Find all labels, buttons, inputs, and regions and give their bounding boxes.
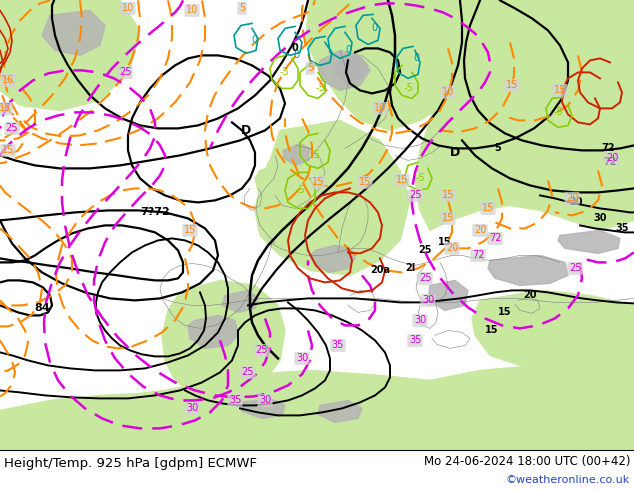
Text: 25: 25 — [6, 123, 18, 133]
Text: -5: -5 — [279, 68, 289, 77]
Text: 30: 30 — [259, 395, 271, 405]
Polygon shape — [318, 400, 362, 422]
Text: 10: 10 — [374, 103, 386, 113]
Polygon shape — [0, 0, 140, 110]
Text: 15: 15 — [506, 80, 518, 90]
Polygon shape — [428, 280, 468, 310]
Text: 25: 25 — [242, 368, 254, 377]
Text: 15: 15 — [2, 146, 14, 155]
Text: D: D — [241, 124, 251, 137]
Text: 30: 30 — [422, 295, 434, 305]
Polygon shape — [0, 366, 634, 450]
Text: 25: 25 — [119, 68, 131, 77]
Text: 25: 25 — [256, 345, 268, 355]
Polygon shape — [400, 0, 634, 230]
Text: D: D — [450, 146, 460, 159]
Polygon shape — [162, 280, 285, 400]
Text: Height/Temp. 925 hPa [gdpm] ECMWF: Height/Temp. 925 hPa [gdpm] ECMWF — [4, 457, 257, 470]
Text: 20: 20 — [474, 225, 486, 235]
Text: 0: 0 — [292, 44, 299, 53]
Text: ©weatheronline.co.uk: ©weatheronline.co.uk — [506, 475, 630, 485]
Text: 25: 25 — [418, 245, 432, 255]
Text: 72: 72 — [472, 250, 484, 260]
Text: -5: -5 — [403, 83, 413, 94]
Polygon shape — [188, 316, 238, 348]
Text: 0: 0 — [293, 50, 299, 60]
Text: 72: 72 — [601, 144, 615, 153]
Polygon shape — [240, 398, 285, 418]
Polygon shape — [222, 291, 258, 313]
Polygon shape — [255, 121, 410, 275]
Text: -5: -5 — [415, 173, 425, 183]
Text: 30: 30 — [186, 403, 198, 414]
Text: 30: 30 — [414, 316, 426, 325]
Polygon shape — [472, 291, 634, 380]
Text: 0: 0 — [413, 53, 419, 63]
Polygon shape — [265, 146, 330, 205]
Text: 20a: 20a — [370, 266, 390, 275]
Text: Mo 24-06-2024 18:00 UTC (00+42): Mo 24-06-2024 18:00 UTC (00+42) — [424, 455, 630, 468]
Polygon shape — [488, 255, 568, 285]
Text: 0: 0 — [371, 24, 377, 33]
Text: 15: 15 — [442, 191, 454, 200]
Polygon shape — [305, 0, 480, 130]
Text: 35: 35 — [332, 341, 344, 350]
Text: -5: -5 — [553, 107, 563, 118]
Text: 0: 0 — [345, 46, 351, 55]
Text: 35: 35 — [229, 395, 241, 405]
Polygon shape — [558, 230, 620, 253]
Polygon shape — [0, 0, 100, 80]
Text: 0: 0 — [251, 35, 257, 46]
Text: 7?72: 7?72 — [140, 207, 170, 218]
Text: 5: 5 — [495, 144, 501, 153]
Text: 10: 10 — [442, 87, 454, 98]
Text: 25: 25 — [418, 273, 431, 283]
Text: 10: 10 — [122, 3, 134, 13]
Text: 30: 30 — [593, 214, 607, 223]
Text: -5: -5 — [295, 185, 305, 196]
Polygon shape — [335, 55, 368, 82]
Text: 15: 15 — [184, 225, 196, 235]
Polygon shape — [450, 0, 634, 100]
Polygon shape — [0, 0, 55, 46]
Polygon shape — [310, 245, 355, 272]
Text: 20: 20 — [566, 194, 578, 203]
Polygon shape — [283, 144, 310, 166]
Text: 15: 15 — [498, 307, 512, 318]
Text: 16: 16 — [2, 75, 14, 85]
Text: 5: 5 — [239, 3, 245, 13]
Polygon shape — [42, 10, 105, 55]
Text: 35: 35 — [615, 223, 629, 233]
Text: 15: 15 — [312, 177, 324, 187]
Text: 5: 5 — [307, 63, 313, 74]
Polygon shape — [318, 50, 370, 90]
Text: 2l: 2l — [405, 264, 415, 273]
Text: 30: 30 — [569, 197, 583, 207]
Text: -5: -5 — [310, 150, 320, 160]
Text: 20: 20 — [523, 291, 537, 300]
Text: -5: -5 — [315, 83, 325, 94]
Text: 72: 72 — [489, 233, 501, 244]
Text: 35: 35 — [409, 335, 421, 345]
Text: 30: 30 — [296, 353, 308, 364]
Text: 72: 72 — [603, 157, 617, 168]
Text: 20: 20 — [606, 153, 618, 163]
Text: 15: 15 — [482, 203, 494, 214]
Polygon shape — [255, 166, 280, 196]
Text: 15: 15 — [396, 175, 408, 185]
Text: 20: 20 — [446, 244, 458, 253]
Text: 15: 15 — [485, 325, 499, 335]
Text: 15: 15 — [0, 103, 11, 113]
Text: 15: 15 — [359, 177, 371, 187]
Text: 25: 25 — [569, 264, 581, 273]
Text: 15: 15 — [438, 237, 452, 247]
Text: 25: 25 — [409, 191, 421, 200]
Text: 15: 15 — [554, 85, 566, 96]
Text: 10: 10 — [186, 5, 198, 15]
Text: 84: 84 — [34, 303, 50, 314]
Text: 15: 15 — [442, 214, 454, 223]
